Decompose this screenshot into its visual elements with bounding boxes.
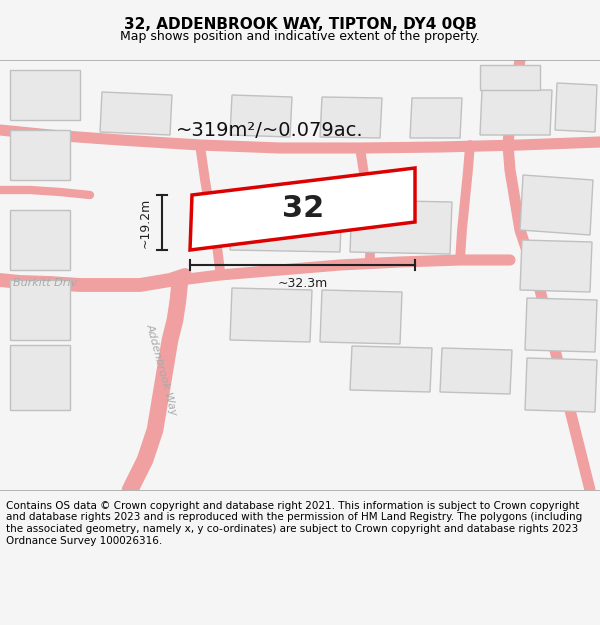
Text: ~319m²/~0.079ac.: ~319m²/~0.079ac.: [176, 121, 364, 139]
Text: Addenbrook Way: Addenbrook Way: [145, 323, 179, 417]
Polygon shape: [230, 288, 312, 342]
Polygon shape: [480, 90, 552, 135]
Text: ~32.3m: ~32.3m: [277, 277, 328, 290]
Polygon shape: [230, 95, 292, 137]
Text: Contains OS data © Crown copyright and database right 2021. This information is : Contains OS data © Crown copyright and d…: [6, 501, 582, 546]
Polygon shape: [525, 358, 597, 412]
Polygon shape: [520, 175, 593, 235]
Polygon shape: [520, 240, 592, 292]
Polygon shape: [230, 198, 342, 252]
Polygon shape: [10, 130, 70, 180]
Polygon shape: [190, 168, 415, 250]
Polygon shape: [320, 97, 382, 138]
Polygon shape: [525, 298, 597, 352]
Polygon shape: [10, 280, 70, 340]
Polygon shape: [10, 70, 80, 120]
Text: Burkitt Driv: Burkitt Driv: [13, 278, 77, 288]
Polygon shape: [320, 290, 402, 344]
Polygon shape: [410, 98, 462, 138]
Polygon shape: [440, 348, 512, 394]
Text: ~19.2m: ~19.2m: [139, 198, 152, 248]
Polygon shape: [555, 83, 597, 132]
Polygon shape: [10, 210, 70, 270]
Polygon shape: [480, 65, 540, 90]
Text: 32: 32: [282, 194, 324, 223]
Polygon shape: [100, 92, 172, 135]
Text: Map shows position and indicative extent of the property.: Map shows position and indicative extent…: [120, 30, 480, 43]
Polygon shape: [350, 346, 432, 392]
Polygon shape: [10, 345, 70, 410]
Polygon shape: [350, 200, 452, 254]
Text: 32, ADDENBROOK WAY, TIPTON, DY4 0QB: 32, ADDENBROOK WAY, TIPTON, DY4 0QB: [124, 17, 476, 32]
